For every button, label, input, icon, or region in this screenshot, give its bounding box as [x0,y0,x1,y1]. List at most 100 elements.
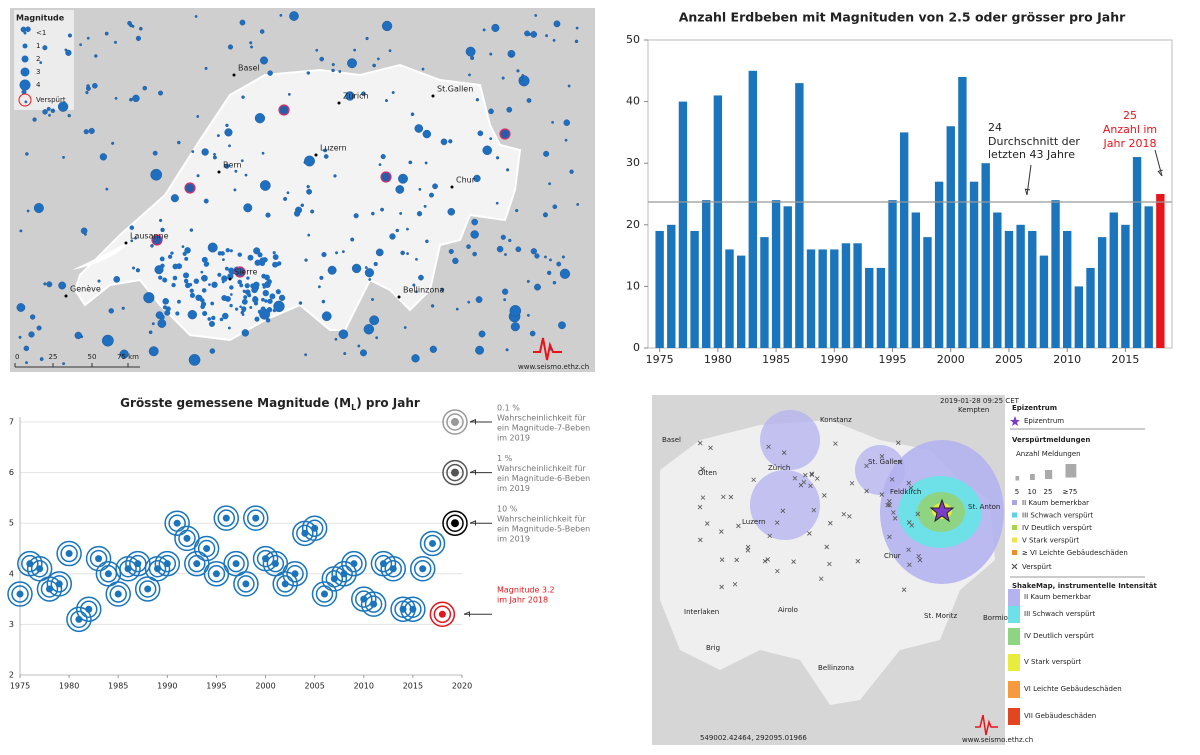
point [292,520,318,547]
felt-report [781,450,787,455]
x-tick-label: 1975 [10,682,30,691]
legend-symbol [21,55,29,63]
point-ring [360,591,387,617]
epicenter-dot [204,66,208,70]
title-part: ) pro Jahr [356,396,420,410]
felt-report [767,533,772,539]
point [95,555,103,563]
epicenter-dot [263,257,268,263]
epicenter-dot [504,253,507,256]
epicenter-dot [108,308,114,314]
bar [783,206,792,348]
epicenter-dot [283,196,288,201]
epicenter-dot [491,23,500,32]
felt-report [745,548,751,553]
x-tick-label: 1990 [820,353,848,366]
x-tick-label: 2005 [304,682,324,691]
city-label: Chur [456,176,476,185]
epicenter-dot [260,56,269,65]
epicenter-dot [39,61,43,64]
point [222,514,230,522]
point [252,545,279,572]
point [193,535,220,562]
epicenter-dot [489,52,493,56]
y-tick-label: 2 [9,671,14,680]
epicenter-dot [42,45,48,51]
epicenter-dot [177,140,181,145]
epicenter-dot [368,278,372,281]
epicenter-dot [101,334,114,347]
bar [876,267,886,348]
probability-marker [451,418,459,426]
point-ring [282,561,308,587]
epicenter-dot [216,134,220,138]
epicenter-dot [94,54,98,58]
point-ring [21,554,39,573]
point [232,560,240,568]
epicenter-dot [391,91,395,95]
point-ring [276,575,294,593]
point [115,555,141,582]
point-ring [227,554,245,573]
epicenter-dot [253,301,259,306]
legend-label: Verspürt [36,96,66,104]
size-square [1015,476,1020,481]
epicenter-dot [254,259,261,266]
epicenter-dot [272,251,276,255]
probability-text: im 2019 [497,535,530,544]
epicenter-dot [65,49,72,56]
epicenter-dot [378,163,382,167]
felt-report [841,511,847,517]
epicenter-dot [423,204,427,208]
bar [760,237,769,348]
place-label: Kempten [958,406,989,414]
epicenter-dot [376,57,380,61]
felt-report [751,477,756,483]
epicenter-dot [408,160,413,165]
epicenter-dot [257,252,263,258]
legend-label: Anzahl Meldungen [1016,450,1081,458]
point [438,610,446,618]
legend-swatch [1012,500,1017,505]
probability-marker [451,519,459,528]
point [16,590,24,598]
epicenter-dot [430,304,435,308]
epicenter-dot [19,229,23,233]
epicenter-dot [319,275,324,280]
epicenter-dot [272,254,279,260]
city-dot [397,295,401,299]
epicenter-dot [241,95,245,99]
point [360,591,387,617]
felt-report [734,557,739,563]
epicenter-dot [219,317,224,322]
epicenter-dot [534,253,540,259]
epicenter-dot [177,299,181,304]
epicenter-dot [552,38,556,42]
epicenter-dot [261,151,265,155]
epicenter-dot [416,211,423,217]
epicenter-dot [543,150,550,157]
epicenter-dot [551,120,554,124]
epicenter-dot [310,209,315,214]
x-tick-label: 1995 [879,353,907,366]
epicenter-dot [201,274,208,282]
point-ring [374,554,393,573]
point [419,530,446,557]
epicenter-dot [286,191,290,195]
point-ring [355,590,373,608]
point [409,555,436,582]
epicenter-dot [113,276,121,283]
place-label: Bormio [983,614,1008,622]
epicenter-dot [315,48,319,52]
epicenter-dot [158,90,163,96]
epicenter-dot [207,242,218,253]
felt-report [798,482,804,488]
epicenter-dot [375,248,384,257]
point-ring [286,565,304,583]
epicenter-dot [171,282,176,288]
felt-report [827,561,832,567]
city-label: Lausanne [130,232,169,241]
epicenter-dot [372,63,376,68]
epicenter-dot [300,203,305,208]
epicenter-dot [143,292,155,304]
